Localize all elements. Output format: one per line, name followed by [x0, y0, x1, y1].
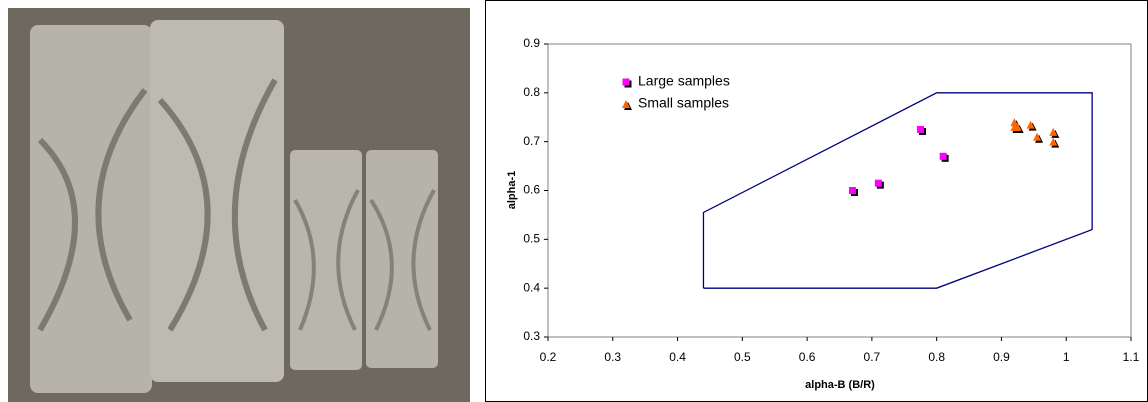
point: [1010, 118, 1019, 127]
y-tick-label: 0.5: [523, 232, 540, 246]
point: [1049, 137, 1058, 146]
fracture-arc: [369, 189, 436, 331]
x-tick-label: 0.2: [540, 350, 557, 364]
x-tick-label: 1: [1063, 350, 1070, 364]
small-sample: [290, 150, 362, 370]
point: [1026, 120, 1035, 129]
y-tick-label: 0.4: [523, 280, 540, 294]
x-tick-label: 0.5: [734, 350, 751, 364]
point: [939, 152, 947, 160]
legend-swatch: [622, 78, 630, 86]
y-tick-label: 0.3: [523, 329, 540, 343]
fracture-arc: [293, 189, 360, 331]
photo: [8, 8, 470, 402]
point: [1033, 132, 1042, 141]
x-tick-label: 0.4: [669, 350, 686, 364]
y-tick-label: 0.7: [523, 134, 540, 148]
region-outline: [702, 92, 1093, 289]
y-tick-label: 0.6: [523, 183, 540, 197]
chart-frame: [485, 0, 1148, 402]
point: [916, 125, 924, 133]
large-sample: [30, 25, 152, 393]
point: [1049, 127, 1058, 136]
fracture-arc: [157, 78, 278, 332]
point: [874, 179, 882, 187]
legend-label: Small samples: [638, 95, 729, 111]
point: [1013, 123, 1022, 132]
x-axis-title: alpha-B (B/R): [805, 379, 875, 391]
y-tick-label: 0.9: [523, 36, 540, 50]
legend-label: Large samples: [638, 73, 730, 89]
legend-swatch: [622, 100, 630, 108]
y-axis-title: alpha-1: [506, 171, 518, 210]
x-tick-label: 1.1: [1123, 350, 1140, 364]
small-sample: [366, 150, 438, 368]
x-tick-label: 0.8: [928, 350, 945, 364]
x-tick-label: 0.3: [604, 350, 621, 364]
x-tick-label: 0.6: [799, 350, 816, 364]
point: [848, 187, 856, 194]
fracture-arc: [37, 88, 148, 332]
x-tick-label: 0.7: [864, 350, 881, 364]
y-tick-label: 0.8: [523, 85, 540, 99]
x-tick-label: 0.9: [993, 350, 1010, 364]
